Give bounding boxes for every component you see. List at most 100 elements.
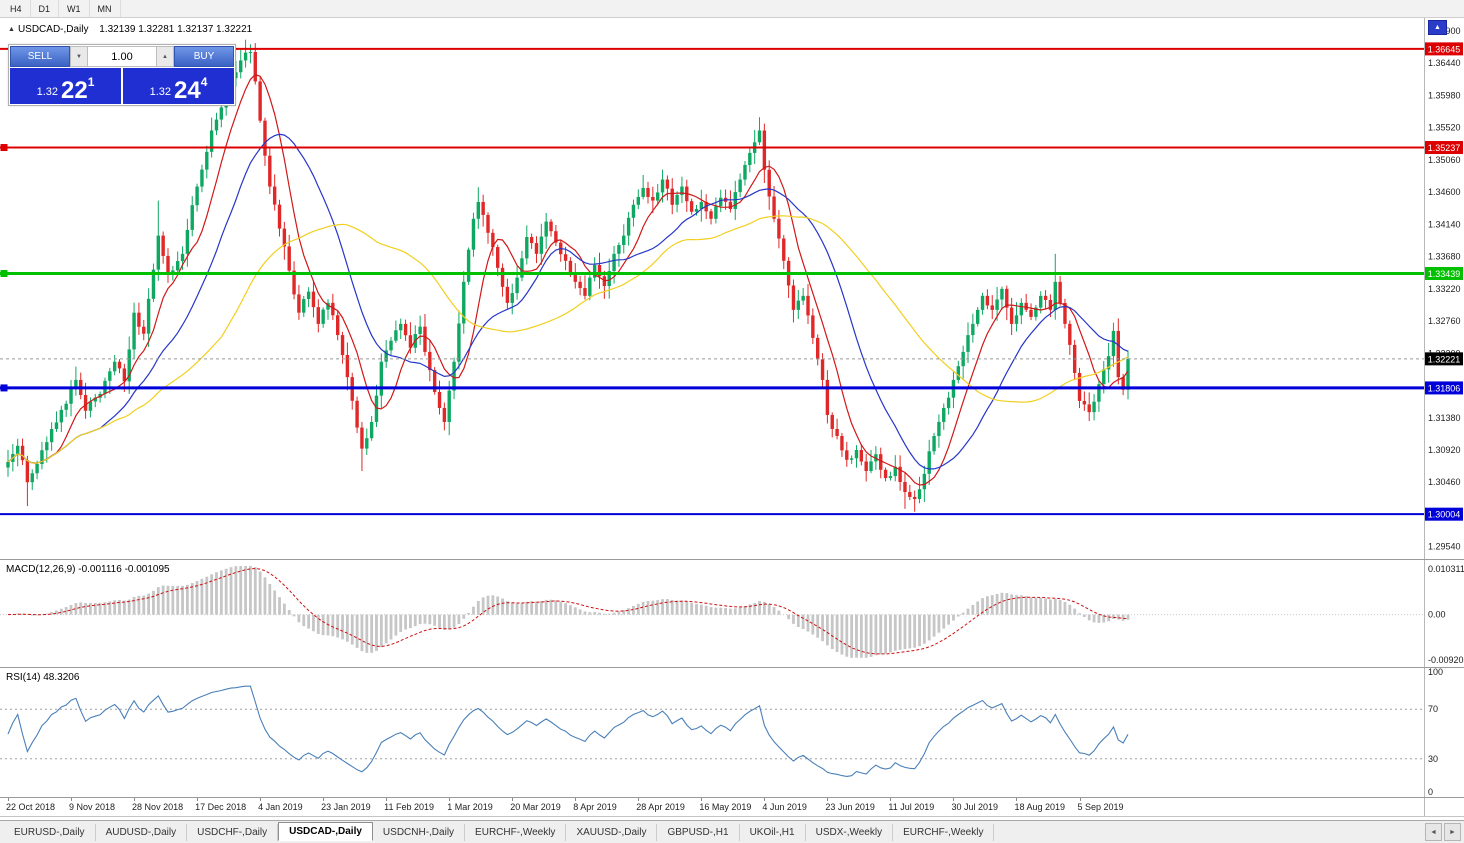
svg-text:0.00: 0.00 [1428,610,1446,620]
tab-eurusd-daily[interactable]: EURUSD-,Daily [4,823,96,841]
date-label: 30 Jul 2019 [951,802,998,812]
macd-signal-line [7,567,1129,655]
symbol-tab-bar: EURUSD-,Daily AUDUSD-,Daily USDCHF-,Daily U… [0,820,1464,843]
date-label: 28 Apr 2019 [636,802,685,812]
macd-indicator-label: MACD(12,26,9) -0.001116 -0.001095 [6,564,170,575]
price-chart-canvas[interactable]: 1.369001.364401.359801.355201.350601.346… [0,17,1464,560]
volume-increase-button[interactable]: ▲ [156,46,174,67]
svg-text:1.34140: 1.34140 [1428,219,1461,229]
date-label: 28 Nov 2018 [132,802,184,812]
price-level-tag [1425,267,1463,281]
tab-eurchf-weekly[interactable]: EURCHF-,Weekly [893,823,995,841]
moving-average-line [7,133,1129,470]
date-label: 18 Aug 2019 [1014,802,1066,812]
timeframe-toolbar: H4 D1 W1 MN [0,0,1464,18]
candles-layer [6,39,1130,512]
svg-text:1.35237: 1.35237 [1428,143,1461,153]
volume-decrease-button[interactable]: ▼ [70,46,88,67]
date-label: 22 Oct 2018 [6,802,56,812]
price-level-tag [1425,42,1463,56]
moving-average-line [7,215,1129,464]
svg-text:0.010311: 0.010311 [1428,564,1464,574]
timeframe-button-h4[interactable]: H4 [2,0,31,17]
svg-text:70: 70 [1428,704,1438,714]
svg-text:100: 100 [1428,668,1443,677]
date-tick [701,798,703,801]
moving-averages-layer [7,73,1129,486]
timeframe-button-w1[interactable]: W1 [59,0,90,17]
date-tick [764,798,766,801]
date-tick [1079,798,1081,801]
macd-panel-canvas[interactable]: 0.010311 0.00 -0.009203 [0,560,1464,668]
date-tick [8,798,9,801]
date-label: 23 Jan 2019 [321,802,371,812]
volume-input[interactable] [88,46,156,67]
tab-eurchf-weekly[interactable]: EURCHF-,Weekly [465,823,567,841]
buy-price-small: 1.32 [149,86,172,98]
svg-text:1.32760: 1.32760 [1428,316,1461,326]
date-tick [1016,798,1018,801]
tab-ukoil-h1[interactable]: UKOil-,H1 [740,823,806,841]
level-left-marker[interactable] [0,384,8,392]
price-level-tag [1425,381,1463,395]
svg-text:1.34600: 1.34600 [1428,187,1461,197]
tab-usdx-weekly[interactable]: USDX-,Weekly [806,823,894,841]
date-label: 5 Sep 2019 [1077,802,1124,812]
date-label: 17 Dec 2018 [195,802,247,812]
date-tick [953,798,955,801]
svg-text:1.35060: 1.35060 [1428,155,1461,165]
date-label: 20 Mar 2019 [510,802,561,812]
level-left-marker[interactable] [0,144,8,152]
price-level-tag [1425,507,1463,521]
buy-price-sup: 4 [200,75,208,89]
buy-price-display[interactable]: 1.32 24 4 [123,68,234,104]
timeframe-button-mn[interactable]: MN [90,0,121,17]
sell-price-display[interactable]: 1.32 22 1 [10,68,121,104]
date-label: 11 Jul 2019 [888,802,935,812]
macd-histogram [11,566,1130,658]
date-tick [512,798,514,801]
tab-gbpusd-h1[interactable]: GBPUSD-,H1 [657,823,740,841]
chart-title: ▲ USDCAD-,Daily 1.32139 1.32281 1.32137 1… [8,24,252,35]
tab-xauusd-daily[interactable]: XAUUSD-,Daily [566,823,658,841]
rsi-panel-canvas[interactable]: 100 70 30 0 [0,668,1464,798]
date-tick [260,798,262,801]
tab-audusd-daily[interactable]: AUDUSD-,Daily [96,823,188,841]
svg-text:1.33680: 1.33680 [1428,252,1461,262]
date-label: 4 Jan 2019 [258,802,303,812]
sell-button[interactable]: SELL [10,46,70,67]
buy-button[interactable]: BUY [174,46,234,67]
svg-text:-0.009203: -0.009203 [1428,655,1464,665]
tab-scroll-left-button[interactable]: ◄ [1425,823,1442,841]
tab-scroll-buttons: ◄ ► [1425,823,1461,841]
svg-text:1.33220: 1.33220 [1428,284,1461,294]
price-level-tag [1425,141,1463,155]
svg-text:0: 0 [1428,787,1433,797]
svg-text:30: 30 [1428,754,1438,764]
tab-scroll-right-button[interactable]: ► [1444,823,1461,841]
spinner-up-icon: ▲ [162,53,168,60]
svg-text:1.36440: 1.36440 [1428,58,1461,68]
date-tick [638,798,640,801]
level-left-marker[interactable] [0,270,8,278]
date-label: 8 Apr 2019 [573,802,617,812]
timeframe-button-d1[interactable]: D1 [31,0,60,17]
svg-text:1.31380: 1.31380 [1428,413,1461,423]
chart-scroll-button[interactable]: ▲ [1428,20,1447,35]
date-label: 1 Mar 2019 [447,802,493,812]
tab-usdcnh-daily[interactable]: USDCNH-,Daily [373,823,466,841]
date-tick [575,798,577,801]
date-axis[interactable]: 22 Oct 2018 9 Nov 2018 28 Nov 2018 17 Dec 2… [0,798,1464,817]
tab-usdchf-daily[interactable]: USDCHF-,Daily [187,823,279,841]
date-tick [890,798,892,801]
svg-text:1.30004: 1.30004 [1428,510,1461,520]
svg-text:1.30460: 1.30460 [1428,477,1461,487]
ohlc-values: 1.32139 1.32281 1.32137 1.32221 [99,24,253,35]
price-level-tag [1425,352,1463,366]
date-tick [386,798,388,801]
collapse-panel-icon[interactable]: ▲ [8,26,15,33]
svg-text:1.31806: 1.31806 [1428,383,1461,393]
tab-usdcad-daily[interactable]: USDCAD-,Daily [278,822,373,841]
sell-price-sup: 1 [87,75,95,89]
